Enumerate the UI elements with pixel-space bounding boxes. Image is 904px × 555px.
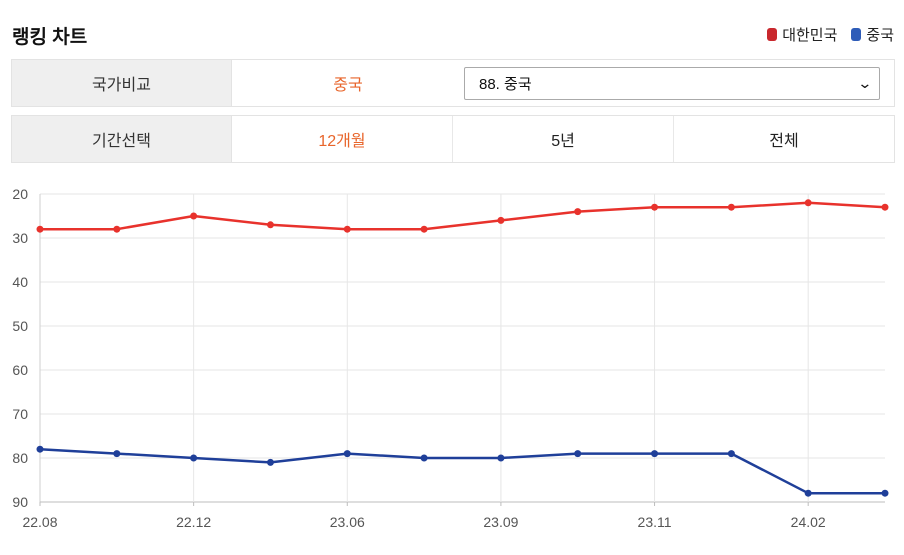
data-point[interactable] xyxy=(113,450,121,458)
x-tick-label: 22.12 xyxy=(176,514,211,530)
y-axis-ticks: 20 30 40 50 60 70 80 90 xyxy=(12,186,28,510)
y-tick-label: 20 xyxy=(12,186,28,202)
data-point[interactable] xyxy=(190,454,198,462)
chart-series xyxy=(36,199,889,497)
x-tick-label: 23.11 xyxy=(638,514,672,530)
chevron-down-icon: ⌄ xyxy=(857,74,873,91)
data-point[interactable] xyxy=(574,450,582,458)
data-point[interactable] xyxy=(881,489,889,497)
y-tick-label: 30 xyxy=(12,230,28,246)
x-axis-ticks: 22.08 22.12 23.06 23.09 23.11 24.02 xyxy=(22,514,825,530)
selected-country: 중국 xyxy=(333,77,363,94)
country-select[interactable]: 88. 중국 ⌄ xyxy=(464,66,880,100)
legend-swatch-korea xyxy=(767,28,778,41)
data-point[interactable] xyxy=(727,450,735,458)
data-point[interactable] xyxy=(804,489,812,497)
series-line-0 xyxy=(40,201,886,231)
y-tick-label: 40 xyxy=(12,274,28,290)
legend-swatch-china xyxy=(851,28,862,41)
x-tick-label: 23.09 xyxy=(483,514,518,530)
x-tick-label: 22.08 xyxy=(22,514,57,530)
legend-item-china: 중국 xyxy=(851,24,894,45)
y-tick-label: 80 xyxy=(12,450,28,466)
x-tick-label: 24.02 xyxy=(791,514,826,530)
y-tick-label: 50 xyxy=(12,318,28,334)
data-point[interactable] xyxy=(651,203,659,211)
data-point[interactable] xyxy=(881,203,889,211)
period-select-label: 기간선택 xyxy=(12,116,232,162)
series-line-1 xyxy=(39,447,885,495)
data-point[interactable] xyxy=(113,225,121,233)
legend-item-korea: 대한민국 xyxy=(767,24,837,45)
data-point[interactable] xyxy=(497,216,505,224)
data-point[interactable] xyxy=(266,458,274,466)
data-point[interactable] xyxy=(497,454,505,462)
country-compare-label: 국가비교 xyxy=(12,60,232,106)
data-point[interactable] xyxy=(266,221,274,229)
ranking-line-chart: 20 30 40 50 60 70 80 90 22.08 22.12 23.06 23.09 23.… xyxy=(12,186,889,530)
data-point[interactable] xyxy=(420,225,428,233)
country-select-value: 88. 중국 xyxy=(479,75,532,93)
data-point[interactable] xyxy=(190,212,198,220)
chart-title: 랭킹 차트 xyxy=(12,27,88,48)
period-option-12months[interactable]: 12개월 xyxy=(232,116,453,162)
legend: 대한민국 중국 xyxy=(767,24,894,45)
data-point[interactable] xyxy=(420,454,428,462)
data-point[interactable] xyxy=(343,450,351,458)
data-point[interactable] xyxy=(727,203,735,211)
country-select-wrap: 88. 중국 ⌄ xyxy=(464,60,894,106)
period-select-row: 기간선택 12개월 5년 전체 xyxy=(11,115,895,163)
period-option-5years[interactable]: 5년 xyxy=(453,116,674,162)
y-tick-label: 70 xyxy=(12,406,28,422)
data-point[interactable] xyxy=(36,225,44,233)
y-tick-label: 60 xyxy=(12,362,28,378)
legend-label-korea: 대한민국 xyxy=(782,27,838,44)
data-point[interactable] xyxy=(804,199,812,207)
data-point[interactable] xyxy=(36,445,44,453)
country-compare-row: 국가비교 중국 88. 중국 ⌄ xyxy=(11,59,895,107)
legend-label-china: 중국 xyxy=(866,27,894,44)
period-option-all[interactable]: 전체 xyxy=(769,133,799,150)
y-tick-label: 90 xyxy=(12,494,28,510)
data-point[interactable] xyxy=(343,225,351,233)
x-tick-label: 23.06 xyxy=(330,514,365,530)
data-point[interactable] xyxy=(651,450,659,458)
data-point[interactable] xyxy=(574,208,582,216)
